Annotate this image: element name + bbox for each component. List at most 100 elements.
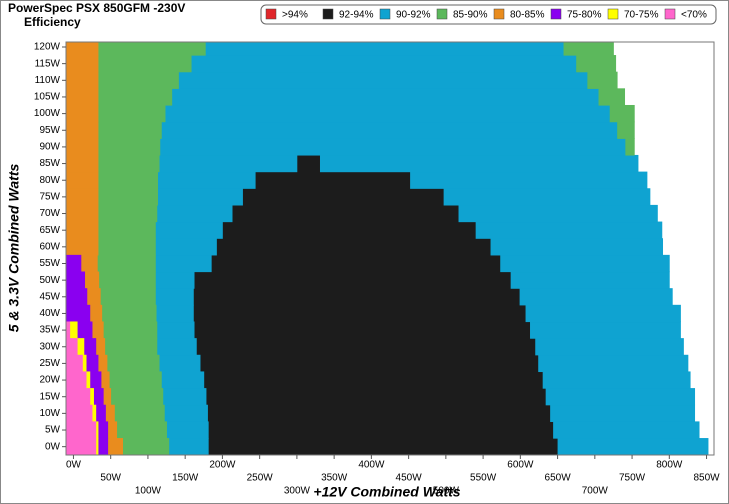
efficiency-cell (66, 221, 99, 239)
efficiency-cell (98, 55, 192, 73)
efficiency-cell (98, 71, 179, 89)
efficiency-cell (106, 354, 160, 373)
efficiency-cell (101, 304, 157, 323)
efficiency-cell (242, 188, 445, 206)
x-tick-label: 800W (656, 460, 683, 471)
efficiency-cell (92, 321, 104, 339)
efficiency-cell (161, 121, 618, 139)
efficiency-cell (165, 104, 611, 123)
x-tick-label: 350W (321, 473, 348, 484)
efficiency-cell (208, 438, 558, 456)
legend-label: 70-75% (624, 10, 659, 21)
x-tick-label: 500W (433, 486, 460, 497)
efficiency-cell (545, 388, 696, 406)
chart-subtitle: Efficiency (24, 15, 81, 29)
efficiency-cell (530, 321, 681, 339)
efficiency-cell (84, 271, 100, 289)
efficiency-cell (200, 354, 539, 373)
x-tick-label: 600W (507, 460, 534, 471)
efficiency-cell (157, 188, 243, 206)
y-tick-label: 80W (39, 175, 60, 186)
efficiency-cell (66, 271, 86, 289)
y-tick-label: 75W (39, 192, 60, 203)
efficiency-cell (66, 404, 93, 422)
efficiency-cell (625, 138, 635, 156)
y-tick-label: 90W (39, 142, 60, 153)
y-tick-label: 60W (39, 241, 60, 252)
efficiency-cell (66, 371, 87, 389)
efficiency-cell (122, 438, 170, 456)
x-tick-label: 450W (396, 473, 423, 484)
efficiency-cell (617, 121, 635, 139)
efficiency-cell (609, 104, 635, 123)
efficiency-cell (66, 188, 99, 206)
efficiency-cell (89, 371, 102, 389)
y-tick-label: 35W (39, 325, 60, 336)
efficiency-cell (319, 154, 639, 173)
efficiency-cell (98, 104, 166, 123)
efficiency-cell (232, 204, 459, 223)
efficiency-cell (116, 421, 167, 439)
efficiency-cell (66, 55, 99, 73)
y-tick-label: 40W (39, 308, 60, 319)
y-tick-label: 70W (39, 208, 60, 219)
y-tick-label: 30W (39, 341, 60, 352)
legend-box (260, 4, 717, 25)
efficiency-cell (89, 304, 103, 323)
efficiency-cell (114, 404, 165, 422)
efficiency-cell (98, 121, 162, 139)
plot-border (65, 41, 715, 456)
efficiency-cell (86, 354, 99, 373)
x-tick-label: 850W (693, 473, 720, 484)
efficiency-cell (107, 438, 124, 456)
efficiency-cell (66, 238, 99, 256)
efficiency-cell (155, 221, 223, 239)
y-tick-label: 105W (34, 92, 61, 103)
efficiency-cell (66, 254, 82, 273)
y-tick-label: 25W (39, 358, 60, 369)
efficiency-cell (92, 404, 97, 422)
efficiency-cell (168, 438, 209, 456)
efficiency-cell (66, 338, 78, 356)
legend-swatch (550, 8, 562, 20)
efficiency-cell (101, 371, 110, 389)
efficiency-cell (98, 204, 158, 223)
efficiency-cell (77, 338, 85, 356)
efficiency-cell (155, 254, 212, 273)
x-tick-label: 650W (545, 473, 572, 484)
efficiency-cell (159, 138, 626, 156)
efficiency-cell (296, 154, 321, 173)
efficiency-cell (107, 421, 118, 439)
efficiency-cell (178, 71, 588, 89)
efficiency-cell (550, 404, 696, 422)
efficiency-cell (97, 254, 156, 273)
x-tick-label: 300W (284, 486, 311, 497)
efficiency-cell (86, 371, 91, 389)
legend-swatch (607, 8, 619, 20)
x-tick-label: 100W (135, 486, 162, 497)
efficiency-cell (155, 288, 194, 306)
efficiency-cell (66, 104, 99, 123)
efficiency-cell (166, 421, 209, 439)
y-tick-label: 55W (39, 258, 60, 269)
efficiency-cell (66, 421, 97, 439)
efficiency-cell (95, 421, 99, 439)
efficiency-cell (164, 404, 208, 422)
efficiency-cell (109, 371, 162, 389)
efficiency-cell (66, 88, 99, 106)
efficiency-cell (206, 388, 547, 406)
efficiency-cell (500, 254, 670, 273)
efficiency-cell (222, 221, 477, 239)
efficiency-cell (159, 154, 298, 173)
y-tick-label: 50W (39, 275, 60, 286)
plot-area (65, 41, 715, 456)
y-tick-label: 85W (39, 158, 60, 169)
y-tick-label: 100W (34, 108, 61, 119)
efficiency-cell (155, 271, 195, 289)
efficiency-cell (525, 304, 681, 323)
efficiency-cell (490, 238, 664, 256)
x-tick-label: 700W (582, 486, 609, 497)
efficiency-cell (535, 338, 684, 356)
efficiency-cell (157, 171, 256, 189)
efficiency-cell (510, 271, 670, 289)
